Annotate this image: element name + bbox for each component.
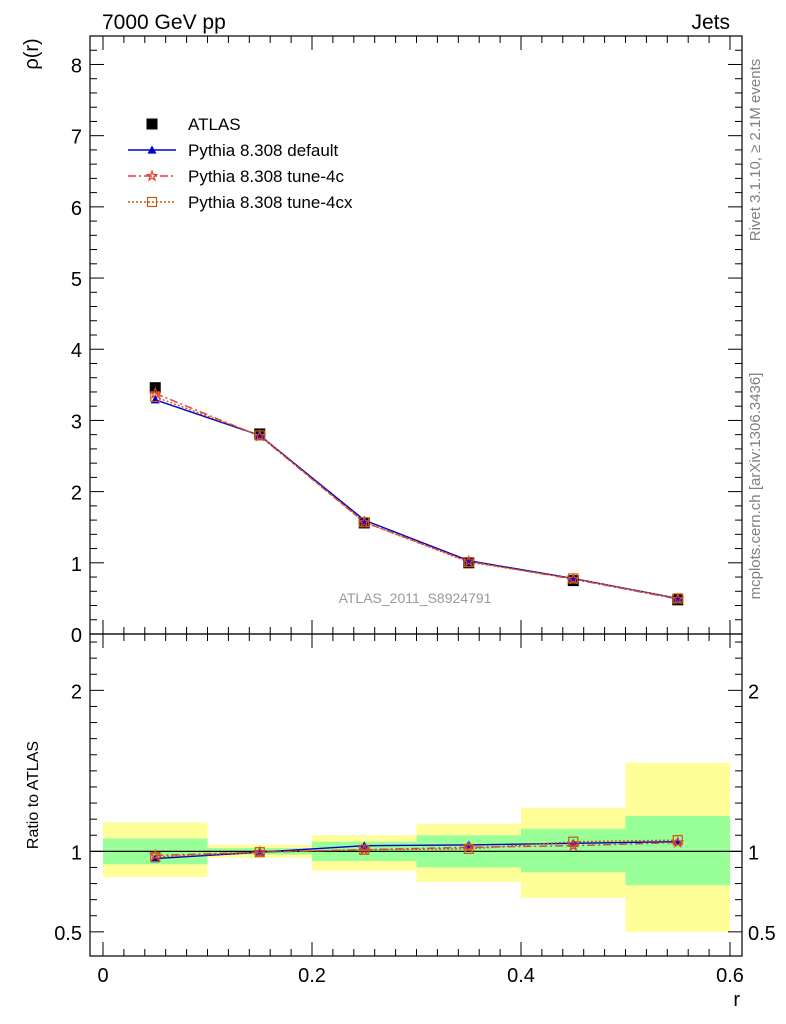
mc-point xyxy=(672,593,683,604)
main-ytick-label: 5 xyxy=(71,269,82,291)
mc-point xyxy=(463,556,474,568)
ratio-ytick-label: 2 xyxy=(71,681,82,703)
legend-marker xyxy=(146,196,158,208)
main-panel: 0 1 2 3 4 5 6 7 8 xyxy=(71,35,743,647)
ratio-point xyxy=(359,844,370,855)
mc-point xyxy=(568,573,579,584)
ratio-point xyxy=(568,838,578,847)
mc-point xyxy=(671,592,685,605)
main-ytick-label: 2 xyxy=(71,483,82,505)
legend-marker xyxy=(147,145,157,154)
x-axis-label: r xyxy=(733,989,740,1011)
ratio-frame xyxy=(89,633,743,957)
legend: ATLAS Pythia 8.308 default Pythia 8.308 tu… xyxy=(128,115,353,212)
legend-label: Pythia 8.308 tune-4cx xyxy=(188,193,353,212)
ratio-point xyxy=(357,842,371,856)
ratio-point xyxy=(150,851,161,863)
main-series-line xyxy=(155,392,678,600)
mcplots-label: mcplots.cern.ch [arXiv:1306.3436] xyxy=(747,373,764,600)
rivet-label: Rivet 3.1.10, ≥ 2.1M events xyxy=(747,59,764,242)
analysis-watermark: ATLAS_2011_S8924791 xyxy=(339,590,492,606)
mc-point xyxy=(359,517,370,528)
ratio-ytick-label-right: 2 xyxy=(748,681,759,703)
ratio-series-line xyxy=(155,839,678,858)
ratio-point xyxy=(672,834,683,846)
main-series-line xyxy=(155,396,678,600)
legend-label: Pythia 8.308 default xyxy=(188,141,339,160)
legend-marker xyxy=(146,118,158,130)
mc-point xyxy=(566,572,580,585)
ratio-series-line xyxy=(155,841,678,857)
main-ytick-label: 8 xyxy=(71,55,82,77)
ratio-point xyxy=(566,838,580,852)
mc-point xyxy=(357,515,371,528)
legend-label: Pythia 8.308 tune-4c xyxy=(188,167,344,186)
ratio-point xyxy=(568,836,579,847)
mc-point xyxy=(150,391,161,403)
x-tick-label: 0.2 xyxy=(298,965,326,987)
header-left: 7000 GeV pp xyxy=(102,11,226,34)
ratio-ylabel: Ratio to ATLAS xyxy=(25,741,42,849)
main-ylabel: ρ(r) xyxy=(21,38,43,69)
x-tick-label: 0 xyxy=(97,965,108,987)
x-tick-label: 0.6 xyxy=(716,965,744,987)
ratio-point xyxy=(253,845,267,858)
main-ytick-label: 6 xyxy=(71,198,82,220)
ratio-ytick-label: 0.5 xyxy=(54,923,82,945)
ratio-ytick-label-right: 0.5 xyxy=(748,923,776,945)
ratio-point xyxy=(148,848,162,861)
ratio-band-stat xyxy=(625,815,730,886)
legend-label: ATLAS xyxy=(188,115,241,134)
ratio-band-stat xyxy=(521,828,626,873)
mc-point xyxy=(359,515,369,524)
main-ytick-label: 4 xyxy=(71,340,82,362)
ratio-ytick-label: 1 xyxy=(71,842,82,864)
mc-point xyxy=(462,554,476,567)
ratio-point xyxy=(254,847,265,858)
main-ytick-label: 3 xyxy=(71,411,82,433)
ratio-ytick-label-right: 1 xyxy=(748,842,759,864)
main-ytick-label: 1 xyxy=(71,554,82,576)
mc-point xyxy=(253,429,267,442)
main-ytick-label: 0 xyxy=(71,625,82,647)
mc-point xyxy=(148,386,162,399)
main-ytick-label: 7 xyxy=(71,127,82,149)
header-right: Jets xyxy=(691,11,730,34)
ratio-point xyxy=(463,843,474,855)
x-tick-label: 0.4 xyxy=(507,965,535,987)
mc-point xyxy=(254,430,265,441)
ratio-panel: 0.5 0.5 1 1 2 2 0 0.2 0.4 0.6 xyxy=(54,633,776,987)
legend-marker xyxy=(145,169,159,182)
